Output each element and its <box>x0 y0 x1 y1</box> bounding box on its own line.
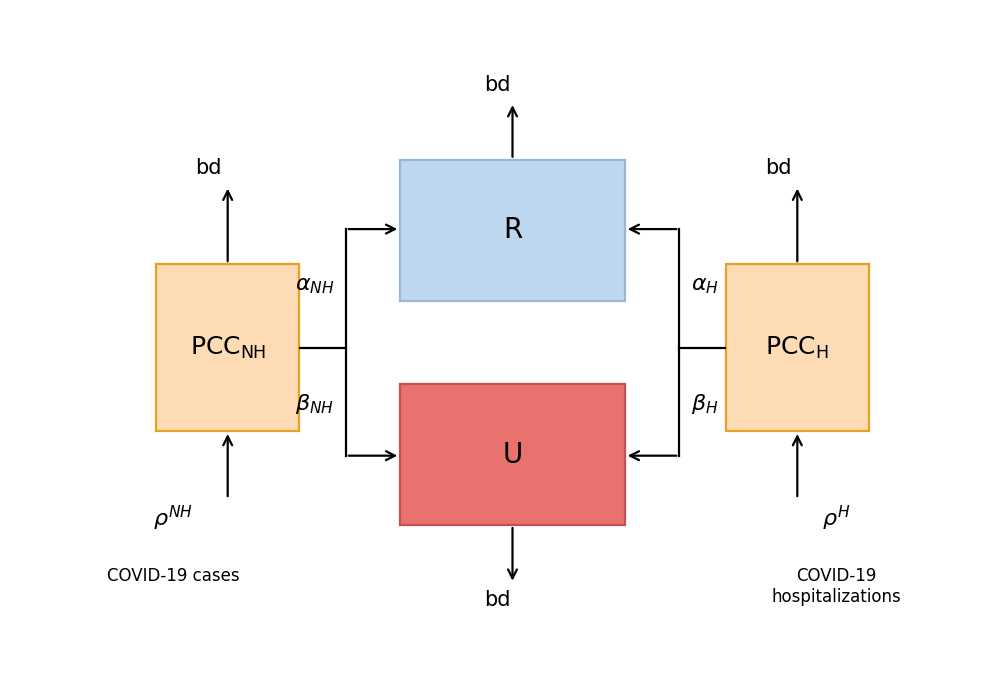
Text: $\mathrm{PCC}_{\mathrm{NH}}$: $\mathrm{PCC}_{\mathrm{NH}}$ <box>190 334 266 361</box>
Text: U: U <box>502 441 523 468</box>
FancyBboxPatch shape <box>156 264 299 431</box>
Text: $\beta_{NH}$: $\beta_{NH}$ <box>295 393 334 416</box>
FancyBboxPatch shape <box>400 160 625 300</box>
Text: $\alpha_{NH}$: $\alpha_{NH}$ <box>295 276 334 296</box>
Text: $\beta_{H}$: $\beta_{H}$ <box>691 393 718 416</box>
Text: bd: bd <box>484 75 510 96</box>
Text: bd: bd <box>484 590 510 610</box>
Text: $\alpha_{H}$: $\alpha_{H}$ <box>691 276 719 296</box>
Text: COVID-19
hospitalizations: COVID-19 hospitalizations <box>771 567 901 605</box>
Text: $\rho^{H}$: $\rho^{H}$ <box>822 504 850 534</box>
Text: $\rho^{NH}$: $\rho^{NH}$ <box>153 504 193 534</box>
Text: $\mathrm{PCC}_{\mathrm{H}}$: $\mathrm{PCC}_{\mathrm{H}}$ <box>765 334 829 361</box>
FancyBboxPatch shape <box>400 384 625 525</box>
Text: R: R <box>503 216 522 244</box>
Text: COVID-19 cases: COVID-19 cases <box>107 567 240 585</box>
FancyBboxPatch shape <box>726 264 869 431</box>
Text: bd: bd <box>765 158 791 178</box>
Text: bd: bd <box>195 158 222 178</box>
